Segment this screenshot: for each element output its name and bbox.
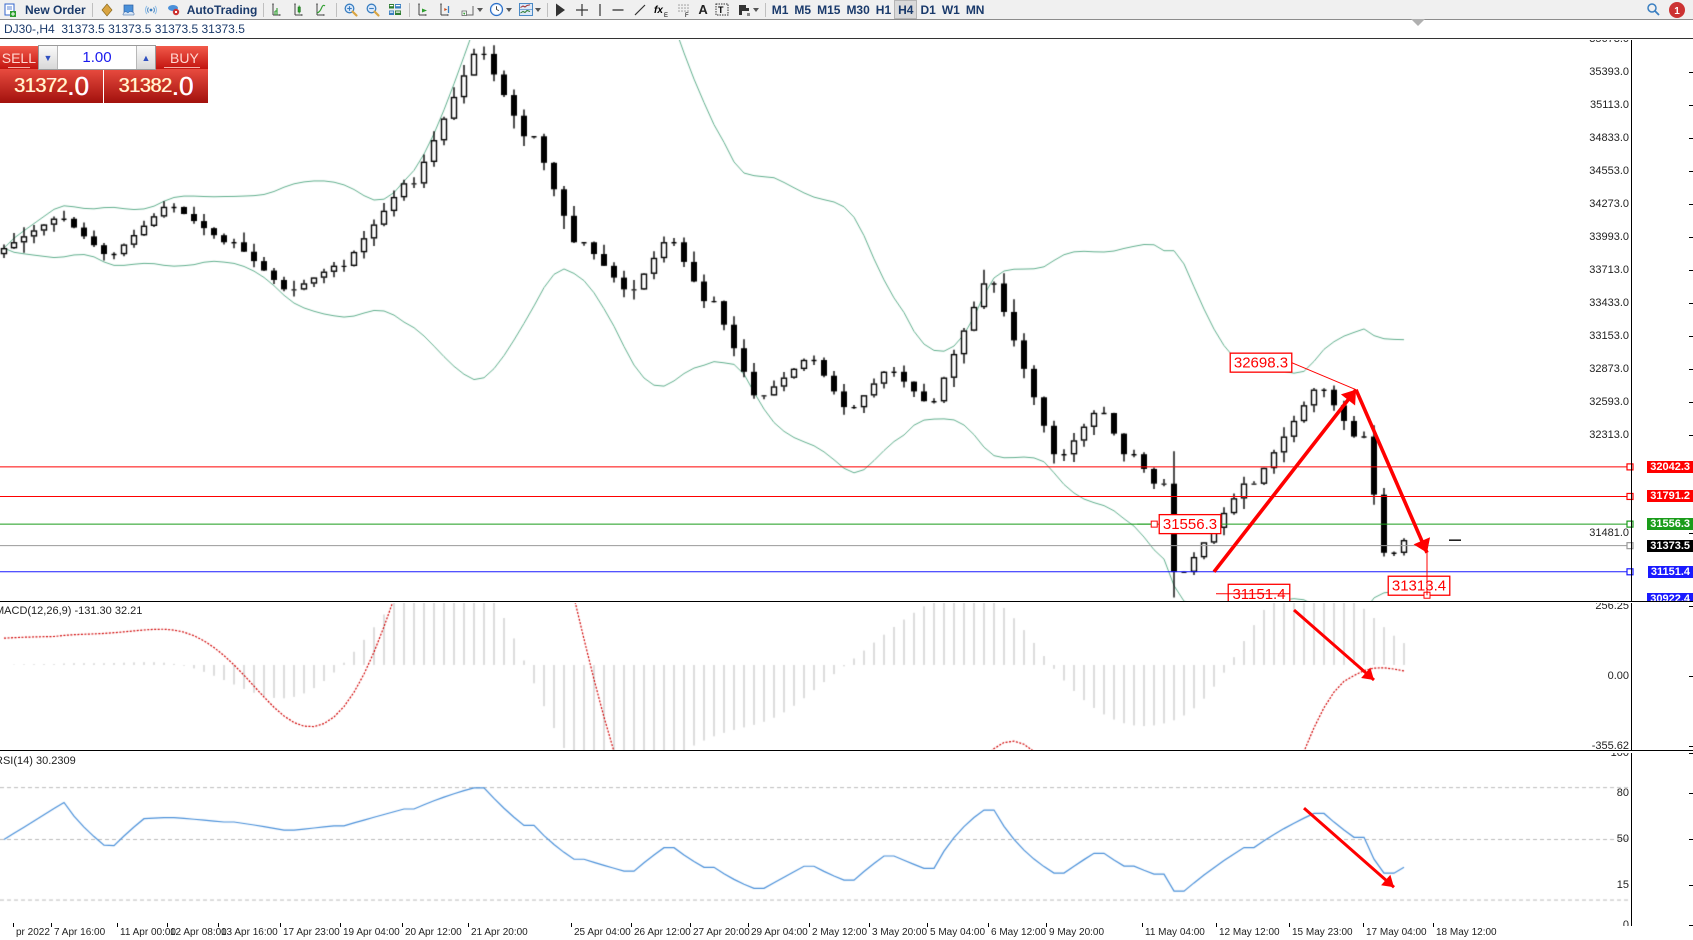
svg-text:F: F	[685, 13, 689, 18]
svg-text:31556.3: 31556.3	[1163, 516, 1217, 533]
svg-text:32698.3: 32698.3	[1234, 355, 1288, 372]
svg-text:31313.4: 31313.4	[1392, 578, 1446, 595]
svg-text:T: T	[718, 5, 724, 15]
svg-text:fx: fx	[654, 5, 663, 16]
svg-text:E: E	[664, 13, 668, 18]
svg-text:1: 1	[1674, 6, 1680, 17]
